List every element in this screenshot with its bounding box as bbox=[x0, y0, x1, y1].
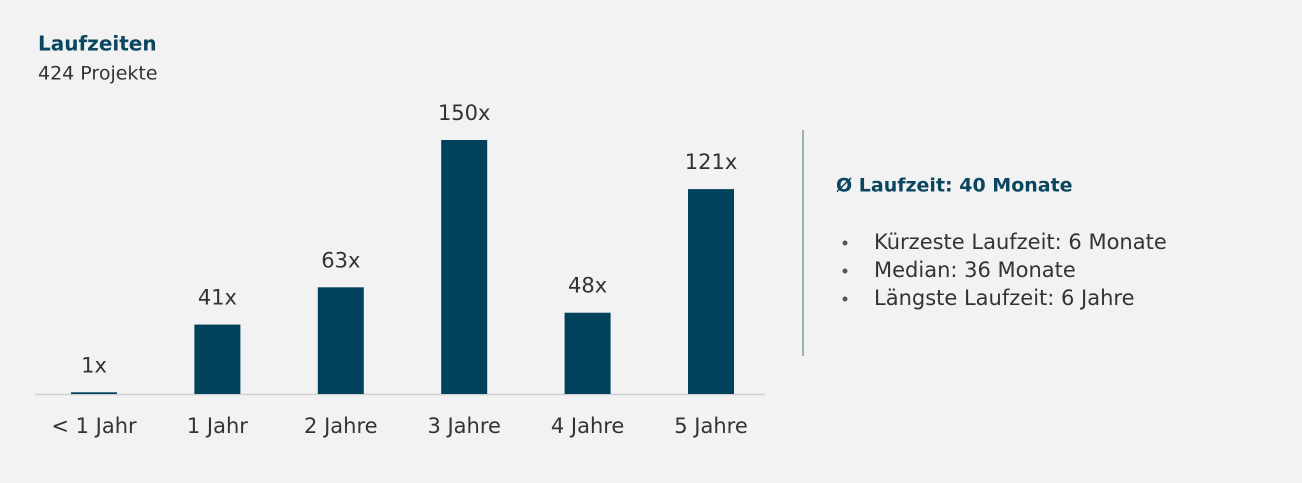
bar bbox=[71, 392, 117, 394]
summary-item: Längste Laufzeit: 6 Jahre bbox=[874, 286, 1135, 310]
bullet bbox=[842, 296, 848, 302]
summary-item: Kürzeste Laufzeit: 6 Monate bbox=[874, 230, 1167, 254]
x-tick-label: 4 Jahre bbox=[551, 414, 625, 438]
value-label: 121x bbox=[685, 150, 738, 174]
x-tick-label: 3 Jahre bbox=[427, 414, 501, 438]
summary-item: Median: 36 Monate bbox=[874, 258, 1076, 282]
bar bbox=[688, 189, 734, 394]
value-label: 41x bbox=[198, 286, 237, 310]
bullet bbox=[842, 268, 848, 274]
bullet bbox=[842, 240, 848, 246]
value-label: 48x bbox=[568, 274, 607, 298]
bar bbox=[194, 324, 241, 394]
chart-title: Laufzeiten bbox=[38, 32, 157, 56]
bar bbox=[441, 140, 488, 394]
value-label: 1x bbox=[81, 353, 107, 377]
chart-subtitle: 424 Projekte bbox=[38, 63, 158, 85]
bar bbox=[564, 312, 611, 394]
x-tick-label: 2 Jahre bbox=[304, 414, 378, 438]
summary-heading: Ø Laufzeit: 40 Monate bbox=[836, 175, 1073, 197]
x-tick-label: 5 Jahre bbox=[674, 414, 748, 438]
x-tick-label: 1 Jahr bbox=[187, 414, 248, 438]
value-label: 63x bbox=[321, 248, 360, 272]
value-label: 150x bbox=[438, 101, 491, 125]
bar bbox=[317, 287, 364, 394]
x-tick-label: < 1 Jahr bbox=[51, 414, 137, 438]
